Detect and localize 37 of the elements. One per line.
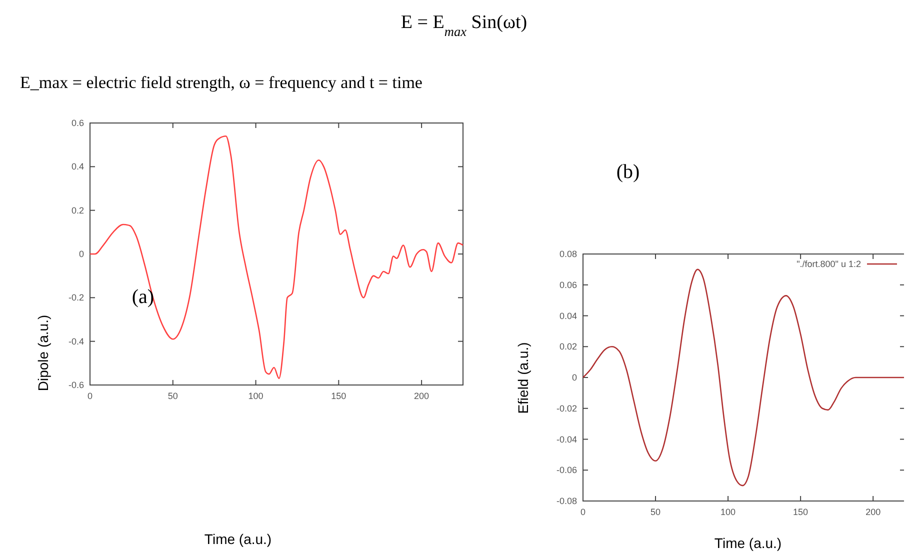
y-axis-title: Dipole (a.u.)	[35, 314, 51, 392]
x-tick-label: 150	[793, 507, 808, 517]
x-axis-title: Time (a.u.)	[204, 531, 272, 547]
y-tick-label: 0	[572, 372, 577, 382]
text: (b)	[616, 161, 640, 183]
y-tick-label: 0.02	[559, 342, 577, 352]
y-tick-label: 0.6	[71, 118, 84, 128]
y-tick-label: -0.4	[68, 336, 84, 346]
annotation: (a)	[132, 286, 154, 308]
x-tick-label: 0	[580, 507, 586, 517]
line-series	[582, 268, 904, 486]
y-tick-label: 0.2	[71, 205, 84, 216]
y-tick-label: 0	[78, 249, 84, 259]
x-tick-label: 0	[87, 391, 93, 401]
x-axis-title: Time (a.u.)	[714, 535, 782, 551]
text: E_max = electric field strength, ω = frequency and t = time	[20, 73, 422, 92]
x-tick-label: 100	[720, 507, 736, 517]
y-tick-label: -0.2	[68, 292, 84, 303]
y-tick-label: -0.04	[556, 434, 577, 444]
x-tick-label: 50	[650, 507, 661, 517]
y-tick-label: 0.06	[559, 280, 577, 290]
y-tick-label: 0.4	[71, 162, 84, 172]
x-tick-label: 100	[248, 391, 264, 401]
line-series	[89, 135, 464, 380]
y-tick-label: -0.06	[556, 465, 577, 476]
y-tick-label: 0.08	[559, 249, 577, 259]
x-tick-label: 200	[414, 391, 430, 401]
legend-label: "./fort.800" u 1:2	[796, 259, 861, 269]
y-axis-title: Efield (a.u.)	[515, 342, 531, 414]
x-tick-label: 50	[168, 391, 178, 401]
text: E = E$_{max}$ Sin(ωt)	[400, 12, 528, 38]
y-tick-label: 0.04	[559, 310, 577, 321]
y-tick-label: -0.6	[68, 380, 84, 390]
x-tick-label: 200	[866, 507, 881, 517]
y-tick-label: -0.08	[556, 496, 577, 506]
x-tick-label: 150	[331, 391, 346, 401]
y-tick-label: -0.02	[556, 403, 577, 414]
